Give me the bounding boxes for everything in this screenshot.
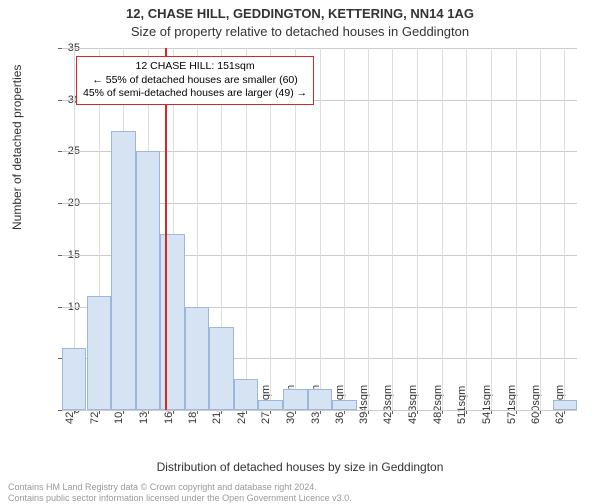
gridline-vertical [540, 48, 541, 410]
histogram-bar [283, 389, 307, 410]
histogram-bar [258, 400, 282, 410]
histogram-bar [553, 400, 577, 410]
annotation-callout: 12 CHASE HILL: 151sqm ← 55% of detached … [76, 56, 314, 105]
histogram-bar [62, 348, 86, 410]
annotation-line1: 12 CHASE HILL: 151sqm [83, 60, 307, 74]
gridline-horizontal [62, 410, 577, 411]
histogram-bar [185, 307, 209, 410]
histogram-bar [111, 131, 135, 410]
chart-title-line1: 12, CHASE HILL, GEDDINGTON, KETTERING, N… [0, 6, 600, 21]
gridline-vertical [392, 48, 393, 410]
gridline-vertical [466, 48, 467, 410]
footnote: Contains HM Land Registry data © Crown c… [8, 482, 352, 504]
histogram-bar [136, 151, 160, 410]
footnote-line1: Contains HM Land Registry data © Crown c… [8, 482, 352, 493]
histogram-bar [160, 234, 184, 410]
gridline-vertical [344, 48, 345, 410]
chart-title-line2: Size of property relative to detached ho… [0, 24, 600, 39]
gridline-vertical [368, 48, 369, 410]
annotation-line3: 45% of semi-detached houses are larger (… [83, 87, 307, 101]
chart-container: { "titles": { "line1": "12, CHASE HILL, … [0, 0, 600, 500]
histogram-bar [234, 379, 258, 410]
gridline-vertical [442, 48, 443, 410]
histogram-bar [209, 327, 233, 410]
gridline-vertical [417, 48, 418, 410]
gridline-vertical [564, 48, 565, 410]
histogram-bar [87, 296, 111, 410]
histogram-bar [308, 389, 332, 410]
x-axis-label: Distribution of detached houses by size … [0, 460, 600, 474]
gridline-vertical [516, 48, 517, 410]
annotation-line2: ← 55% of detached houses are smaller (60… [83, 74, 307, 88]
gridline-vertical [320, 48, 321, 410]
gridline-vertical [491, 48, 492, 410]
y-axis-label: Number of detached properties [10, 65, 24, 230]
footnote-line2: Contains public sector information licen… [8, 493, 352, 504]
histogram-bar [332, 400, 356, 410]
